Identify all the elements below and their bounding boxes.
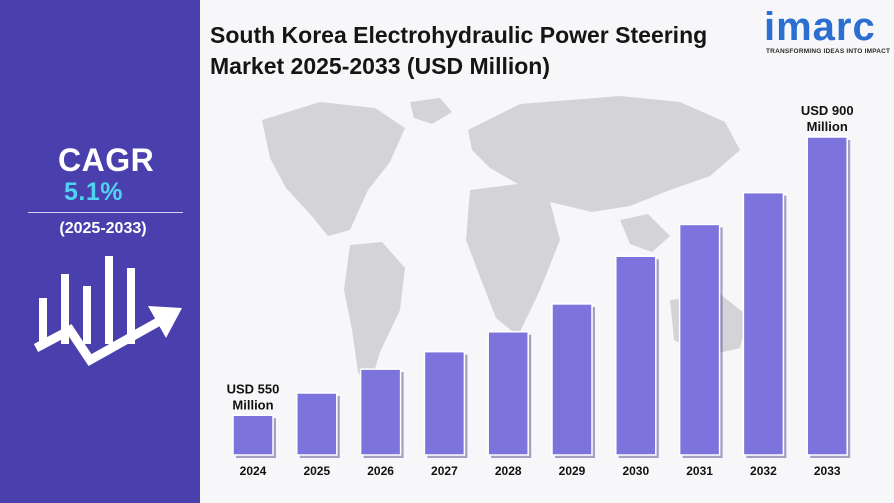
bar-rect bbox=[232, 414, 274, 456]
bar-2027 bbox=[423, 350, 468, 458]
x-tick-label: 2026 bbox=[367, 464, 394, 478]
bar-rect bbox=[551, 303, 593, 456]
bar-2029 bbox=[551, 303, 595, 458]
bar-rect bbox=[359, 368, 402, 456]
bar-rect bbox=[487, 331, 529, 456]
x-tick-label: 2027 bbox=[431, 464, 458, 478]
x-tick-label: 2032 bbox=[750, 464, 777, 478]
bar-2033 bbox=[806, 136, 851, 458]
bar-2031 bbox=[678, 223, 723, 458]
cagr-value: 5.1% bbox=[64, 178, 123, 206]
x-tick-label: 2029 bbox=[559, 464, 586, 478]
bar-rect bbox=[615, 255, 657, 456]
data-label: USD 900 bbox=[801, 103, 854, 118]
bar-2025 bbox=[296, 392, 340, 458]
bar-rect bbox=[742, 191, 785, 456]
cagr-sidebar: CAGR 5.1% (2025-2033) bbox=[0, 0, 200, 503]
logo-wordmark: imarc bbox=[764, 5, 876, 49]
x-tick-label: 2030 bbox=[622, 464, 649, 478]
imarc-logo: imarc TRANSFORMING IDEAS INTO IMPACT bbox=[762, 4, 891, 62]
bar-chart: 2024 2025 2026 2027 2028 2029 2030 2031 2032 2033… bbox=[227, 103, 854, 478]
x-tick-label: 2028 bbox=[495, 464, 522, 478]
logo-tagline: TRANSFORMING IDEAS INTO IMPACT bbox=[766, 48, 891, 55]
x-tick-label: 2025 bbox=[303, 464, 330, 478]
bar-rect bbox=[678, 223, 721, 456]
x-tick-label: 2031 bbox=[686, 464, 713, 478]
data-label: USD 550 bbox=[227, 381, 280, 396]
bar-rect bbox=[296, 392, 338, 456]
world-map-background bbox=[262, 96, 748, 392]
x-tick-label: 2024 bbox=[240, 464, 267, 478]
x-tick-label: 2033 bbox=[814, 464, 841, 478]
bar-2026 bbox=[359, 368, 404, 458]
chart-title: South Korea Electrohydraulic Power Steer… bbox=[210, 22, 708, 79]
bar-2024 bbox=[232, 414, 276, 458]
bar-2028 bbox=[487, 331, 532, 458]
bar-rect bbox=[806, 136, 848, 456]
cagr-period: (2025-2033) bbox=[59, 220, 147, 237]
bar-rect bbox=[423, 350, 466, 456]
bar-2030 bbox=[615, 255, 659, 458]
divider bbox=[28, 212, 183, 213]
bar-2032 bbox=[742, 191, 787, 458]
data-label: Million bbox=[807, 119, 848, 134]
data-label: Million bbox=[232, 397, 273, 412]
cagr-label: CAGR bbox=[58, 142, 155, 178]
growth-chart-icon bbox=[33, 256, 182, 366]
